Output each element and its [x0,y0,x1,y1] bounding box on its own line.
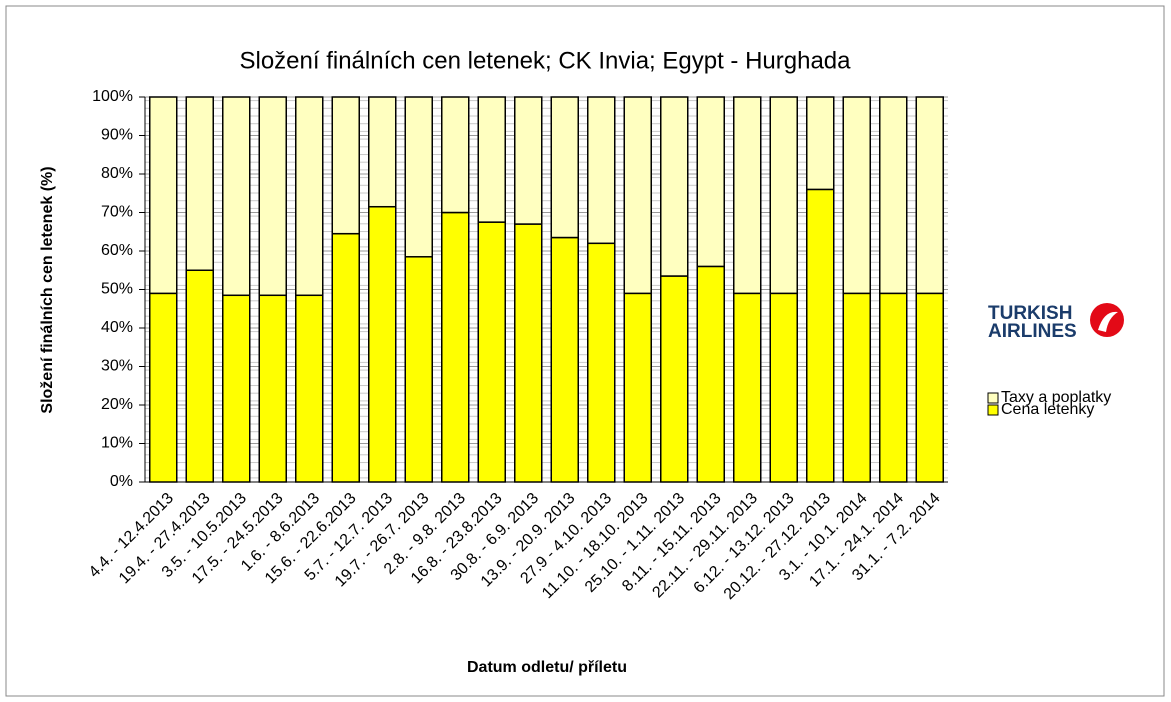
bar [733,96,762,295]
bar [623,292,652,483]
bar [879,96,908,295]
y-tick-label: 10% [101,435,133,452]
bar [806,96,835,191]
bar [623,96,652,295]
legend-swatch [987,404,999,416]
y-tick-label: 30% [101,358,133,375]
bar [696,96,725,268]
y-tick-label: 0% [110,473,133,490]
bar [368,205,397,483]
bar [550,236,579,483]
y-axis-label: Složení finálních cen letenek (%) [39,166,56,413]
logo-text: TURKISH [988,303,1072,324]
bar [222,294,251,483]
bar [733,292,762,483]
bar [477,96,506,223]
y-tick-label: 100% [92,88,133,105]
bar [660,96,689,277]
bar [295,294,324,483]
bar [915,292,944,483]
bar [587,242,616,483]
bar [696,265,725,483]
y-tick-label: 90% [101,127,133,144]
bar [149,292,178,483]
bar [879,292,908,483]
bar [295,96,324,297]
bar [441,211,470,483]
y-tick-label: 40% [101,319,133,336]
bar [331,96,360,235]
y-tick-label: 50% [101,281,133,298]
bar [769,292,798,483]
legend-label: Taxy a poplatky [1001,389,1111,406]
bar [258,96,287,297]
bar [915,96,944,295]
bar [185,269,214,483]
bar [404,96,433,258]
y-tick-label: 80% [101,165,133,182]
bar [185,96,214,271]
logo-text: AIRLINES [988,321,1077,342]
chart-title: Složení finálních cen letenek; CK Invia;… [239,47,851,74]
bar [477,221,506,483]
y-tick-label: 20% [101,396,133,413]
bar [368,96,397,208]
y-tick-label: 70% [101,204,133,221]
bar [404,256,433,483]
bar [149,96,178,295]
bar [842,96,871,295]
bar [441,96,470,214]
bar [769,96,798,295]
bar [842,292,871,483]
bar [514,223,543,483]
legend-label: Cena letenky [1001,401,1094,418]
bar [258,294,287,483]
x-axis-label: Datum odletu/ příletu [467,659,627,676]
bar [550,96,579,239]
bar [806,188,835,483]
logo-icon [1098,311,1118,332]
bar [514,96,543,225]
bar [331,232,360,483]
bar [587,96,616,245]
bar [222,96,251,297]
bar [660,275,689,483]
y-tick-label: 60% [101,242,133,259]
legend-swatch [987,392,999,404]
